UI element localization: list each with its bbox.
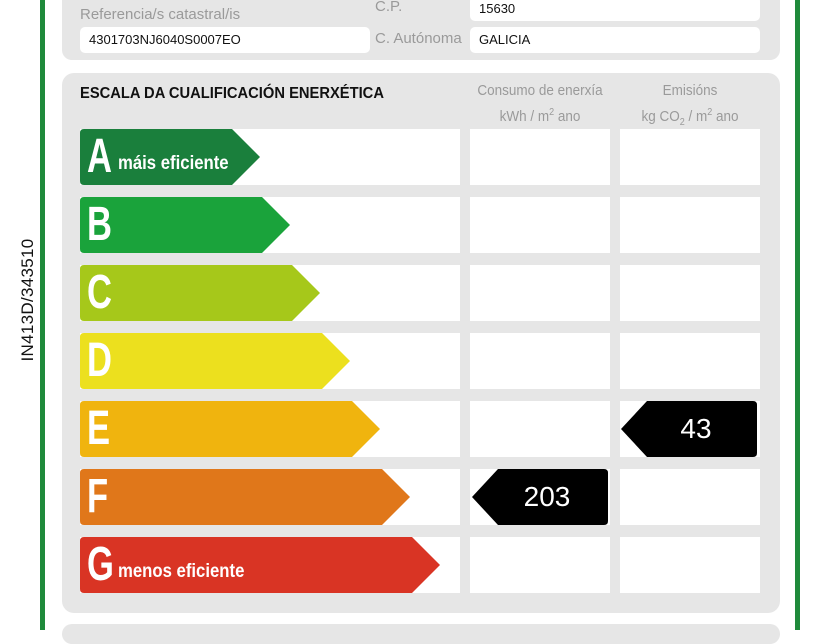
energy-class-bar-b: B xyxy=(80,197,290,253)
scale-title: ESCALA DA CUALIFICACIÓN ENERXÉTICA xyxy=(80,85,384,102)
row-cell-consumption-a xyxy=(470,129,610,185)
row-cell-emissions-a xyxy=(620,129,760,185)
energy-class-arrow-d xyxy=(80,333,350,389)
energy-class-bar-c: C xyxy=(80,265,320,321)
energy-class-letter-f: F xyxy=(87,470,109,523)
frame-border-left xyxy=(40,0,45,630)
autonomous-community-field: GALICIA xyxy=(470,27,760,53)
consumption-header-line1: Consumo de enerxía xyxy=(477,82,603,99)
energy-class-letter-g: G xyxy=(87,538,114,591)
cp-field: 15630 xyxy=(470,0,760,21)
row-cell-emissions-b xyxy=(620,197,760,253)
emissions-rating-marker-value: 43 xyxy=(680,413,712,444)
row-cell-emissions-g xyxy=(620,537,760,593)
frame-border-right xyxy=(795,0,800,630)
next-panel xyxy=(62,624,780,644)
energy-class-letter-e: E xyxy=(87,402,111,455)
energy-class-arrow-g xyxy=(80,537,440,593)
energy-class-caption-a: máis eficiente xyxy=(118,153,229,174)
energy-class-arrow-c xyxy=(80,265,320,321)
row-cell-consumption-e xyxy=(470,401,610,457)
consumption-rating-marker: 203 xyxy=(472,469,608,525)
consumption-rating-marker-value: 203 xyxy=(523,481,571,512)
row-cell-emissions-d xyxy=(620,333,760,389)
consumption-rating-marker-shape xyxy=(472,469,608,525)
row-cell-consumption-c xyxy=(470,265,610,321)
cp-label: C.P. xyxy=(375,0,403,15)
emissions-rating-marker: 43 xyxy=(621,401,757,457)
energy-class-letter-c: C xyxy=(87,266,112,319)
emissions-header-unit: kg CO2 / m2 ano xyxy=(641,107,739,128)
energy-class-bar-e: E xyxy=(80,401,380,457)
row-cell-consumption-d xyxy=(470,333,610,389)
row-cell-consumption-g xyxy=(470,537,610,593)
autonomous-community-label: C. Autónoma xyxy=(375,30,462,47)
energy-class-letter-d: D xyxy=(87,334,112,387)
energy-class-arrow-f xyxy=(80,469,410,525)
emissions-column-header: Emisións kg CO2 / m2 ano xyxy=(627,80,753,134)
row-cell-emissions-f xyxy=(620,469,760,525)
cadastral-ref-label: Referencia/s catastral/is xyxy=(80,6,241,23)
energy-class-arrow-a xyxy=(80,129,260,185)
consumption-column-header: Consumo de enerxía kWh / m2 ano xyxy=(477,80,603,128)
energy-class-bar-d: D xyxy=(80,333,350,389)
energy-class-letter-b: B xyxy=(87,198,112,251)
energy-class-bar-f: F xyxy=(80,469,410,525)
energy-class-arrow-e xyxy=(80,401,380,457)
energy-class-letter-a: A xyxy=(87,130,112,183)
emissions-header-line1: Emisións xyxy=(662,82,718,99)
cadastral-ref-field: 4301703NJ6040S0007EO xyxy=(80,27,370,53)
energy-class-arrow-b xyxy=(80,197,290,253)
row-cell-emissions-c xyxy=(620,265,760,321)
document-code: IN413D/343510 xyxy=(18,238,37,362)
energy-class-caption-g: menos eficiente xyxy=(118,561,245,582)
emissions-rating-marker-shape xyxy=(621,401,757,457)
consumption-header-unit: kWh / m2 ano xyxy=(499,107,581,125)
row-cell-consumption-b xyxy=(470,197,610,253)
